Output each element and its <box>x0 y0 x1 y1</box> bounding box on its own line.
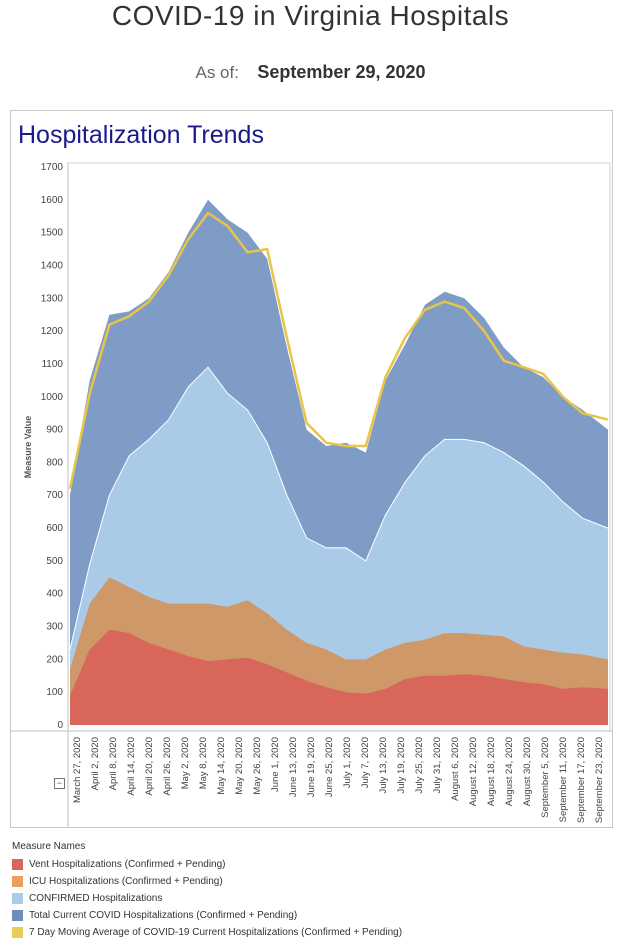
y-tick-label: 1200 <box>41 326 64 337</box>
legend-swatch <box>12 927 23 938</box>
legend-label: Total Current COVID Hospitalizations (Co… <box>29 910 298 921</box>
legend-swatch <box>12 859 23 870</box>
x-tick-label: July 19, 2020 <box>396 737 407 794</box>
x-tick-label: July 25, 2020 <box>414 737 425 794</box>
x-tick-label: July 31, 2020 <box>432 737 443 794</box>
x-tick-label: April 2, 2020 <box>90 737 101 790</box>
y-axis-label: Measure Value <box>23 416 33 479</box>
x-tick-label: May 8, 2020 <box>198 737 209 789</box>
chart-title: Hospitalization Trends <box>18 121 264 149</box>
as-of-label: As of: <box>195 63 239 82</box>
y-tick-label: 0 <box>57 720 63 731</box>
confirmed-outline <box>69 366 609 650</box>
x-tick-label: April 8, 2020 <box>108 737 119 790</box>
legend-item-vent[interactable]: Vent Hospitalizations (Confirmed + Pendi… <box>12 856 402 873</box>
legend-item-moving-average[interactable]: 7 Day Moving Average of COVID-19 Current… <box>12 924 402 941</box>
legend-swatch <box>12 910 23 921</box>
y-tick-label: 200 <box>46 654 63 665</box>
x-tick-label: April 14, 2020 <box>126 737 137 796</box>
x-tick-label: August 24, 2020 <box>504 737 515 806</box>
area-vent-hospitalizations <box>70 629 608 725</box>
y-tick-label: 400 <box>46 589 63 600</box>
y-tick-label: 800 <box>46 457 63 468</box>
x-tick-label: June 25, 2020 <box>324 737 335 797</box>
y-tick-label: 600 <box>46 523 63 534</box>
collapse-axis-icon[interactable]: − <box>54 778 65 789</box>
y-tick-label: 1700 <box>41 162 64 173</box>
x-tick-label: August 6, 2020 <box>450 737 461 801</box>
legend-item-confirmed[interactable]: CONFIRMED Hospitalizations <box>12 890 402 907</box>
page-title: COVID-19 in Virginia Hospitals <box>111 0 510 31</box>
x-tick-label: July 1, 2020 <box>342 737 353 788</box>
y-tick-label: 900 <box>46 425 63 436</box>
x-tick-label: June 1, 2020 <box>270 737 281 792</box>
x-tick-label: September 11, 2020 <box>558 737 569 822</box>
legend-label: CONFIRMED Hospitalizations <box>29 893 163 904</box>
y-tick-label: 1100 <box>41 359 63 370</box>
line-7-day-moving-average <box>68 211 609 489</box>
y-tick-label: 700 <box>46 490 63 501</box>
as-of-date: September 29, 2020 <box>257 62 426 82</box>
as-of-row: As of: September 29, 2020 <box>0 62 621 83</box>
y-tick-label: 1400 <box>41 260 64 271</box>
x-tick-label: August 18, 2020 <box>486 737 497 806</box>
x-tick-label: April 26, 2020 <box>162 737 173 796</box>
x-tick-label: June 19, 2020 <box>306 737 317 797</box>
y-tick-label: 500 <box>46 556 63 567</box>
y-tick-label: 300 <box>46 622 63 633</box>
legend-title: Measure Names <box>12 841 86 852</box>
x-tick-label: March 27, 2020 <box>72 737 83 803</box>
y-tick-label: 100 <box>46 687 63 698</box>
x-tick-label: July 13, 2020 <box>378 737 389 794</box>
chart-panel: Hospitalization Trends <box>10 110 613 828</box>
y-tick-label: 1300 <box>41 293 64 304</box>
x-tick-label: May 14, 2020 <box>216 737 227 795</box>
x-tick-label: May 20, 2020 <box>234 737 245 795</box>
x-tick-label: September 5, 2020 <box>540 737 551 818</box>
x-tick-label: May 26, 2020 <box>252 737 263 795</box>
y-tick-label: 1500 <box>41 228 64 239</box>
legend-item-total[interactable]: Total Current COVID Hospitalizations (Co… <box>12 907 402 924</box>
legend-swatch <box>12 893 23 904</box>
x-tick-label: August 30, 2020 <box>522 737 533 806</box>
x-tick-label: May 2, 2020 <box>180 737 191 789</box>
x-tick-label: April 20, 2020 <box>144 737 155 796</box>
x-tick-label: September 17, 2020 <box>576 737 587 823</box>
legend: Vent Hospitalizations (Confirmed + Pendi… <box>12 856 402 941</box>
legend-item-icu[interactable]: ICU Hospitalizations (Confirmed + Pendin… <box>12 873 402 890</box>
x-tick-label: July 7, 2020 <box>360 737 371 788</box>
y-tick-label: 1000 <box>41 392 64 403</box>
x-tick-label: September 23, 2020 <box>594 737 605 823</box>
x-tick-label: June 13, 2020 <box>288 737 299 797</box>
legend-label: 7 Day Moving Average of COVID-19 Current… <box>29 927 403 938</box>
legend-label: ICU Hospitalizations (Confirmed + Pendin… <box>29 876 223 887</box>
legend-label: Vent Hospitalizations (Confirmed + Pendi… <box>29 859 226 870</box>
legend-swatch <box>12 876 23 887</box>
y-tick-label: 1600 <box>41 195 64 206</box>
x-tick-label: August 12, 2020 <box>468 737 479 806</box>
